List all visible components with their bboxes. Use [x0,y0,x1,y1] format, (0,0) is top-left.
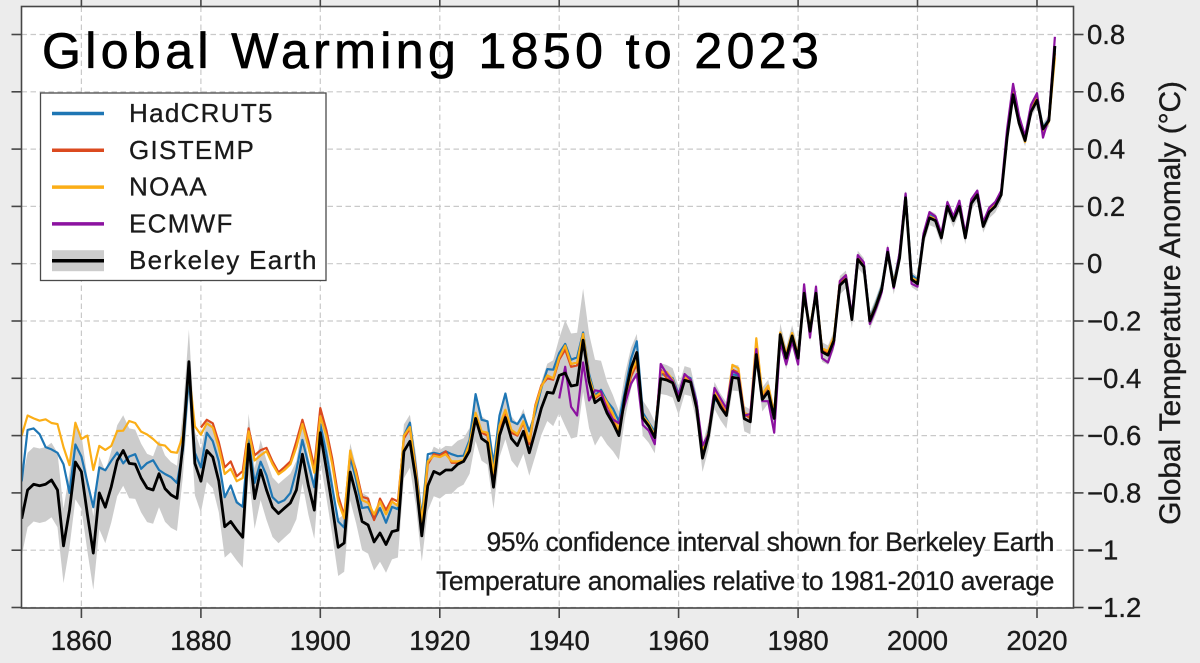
svg-text:0.2: 0.2 [1087,191,1125,222]
svg-text:−0.4: −0.4 [1087,363,1141,394]
svg-text:1920: 1920 [409,625,470,656]
svg-text:−1: −1 [1087,535,1118,566]
svg-text:ECMWF: ECMWF [129,208,234,238]
svg-text:0.6: 0.6 [1087,76,1125,107]
svg-text:2000: 2000 [887,625,948,656]
svg-text:Global Warming 1850 to 2023: Global Warming 1850 to 2023 [42,23,823,79]
svg-text:−1.2: −1.2 [1087,592,1141,623]
svg-text:Global Temperature Anomaly (°C: Global Temperature Anomaly (°C) [1154,81,1187,525]
svg-text:0.4: 0.4 [1087,134,1125,165]
svg-text:1980: 1980 [768,625,829,656]
svg-text:GISTEMP: GISTEMP [129,135,255,165]
svg-text:1900: 1900 [290,625,351,656]
svg-text:HadCRUT5: HadCRUT5 [129,98,274,128]
svg-text:0: 0 [1087,248,1102,279]
svg-text:−0.2: −0.2 [1087,306,1141,337]
svg-text:Temperature anomalies relative: Temperature anomalies relative to 1981-2… [436,566,1054,596]
svg-text:−0.8: −0.8 [1087,477,1141,508]
svg-text:0.8: 0.8 [1087,19,1125,50]
svg-text:Berkeley Earth: Berkeley Earth [129,245,318,275]
svg-text:2020: 2020 [1006,625,1067,656]
svg-text:−0.6: −0.6 [1087,420,1141,451]
svg-text:95% confidence interval shown: 95% confidence interval shown for Berkel… [486,527,1054,557]
svg-text:NOAA: NOAA [129,172,208,202]
svg-text:1940: 1940 [529,625,590,656]
svg-text:1860: 1860 [51,625,112,656]
svg-text:1960: 1960 [648,625,709,656]
svg-text:1880: 1880 [170,625,231,656]
